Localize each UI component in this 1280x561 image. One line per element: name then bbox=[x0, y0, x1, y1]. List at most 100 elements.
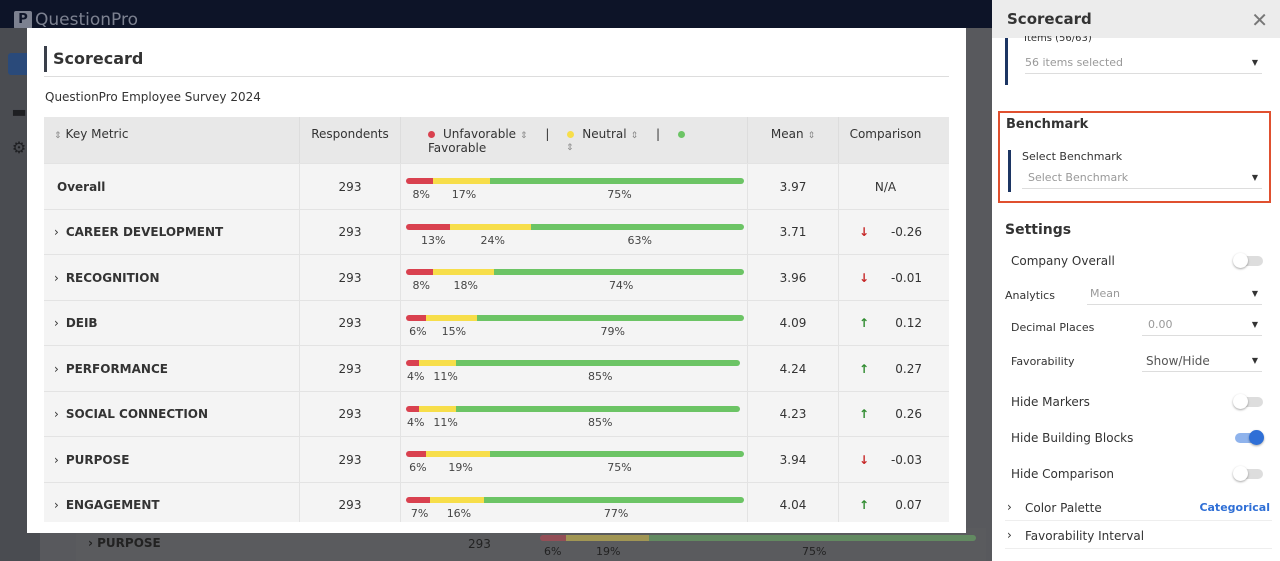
background-row: › PURPOSE 293 6% 19% 75% bbox=[76, 528, 986, 561]
favorable-label: 85% bbox=[588, 415, 613, 429]
unfavorable-label: 7% bbox=[410, 506, 429, 520]
unfavorable-dot-icon bbox=[428, 131, 435, 138]
table-row[interactable]: › CAREER DEVELOPMENT 293 13% 24% 63% 3.71… bbox=[44, 208, 949, 255]
table-row[interactable]: › SOCIAL CONNECTION 293 4% 11% 85% 4.23 ↑… bbox=[44, 390, 949, 437]
favorability-interval-label: Favorability Interval bbox=[1025, 529, 1145, 543]
favorability-interval-row[interactable]: › Favorability Interval bbox=[1005, 524, 1272, 549]
table-row[interactable]: › RECOGNITION 293 8% 18% 74% 3.96 ↓ -0.01 bbox=[44, 254, 949, 300]
survey-name: QuestionPro Employee Survey 2024 bbox=[45, 90, 261, 104]
header-favorability[interactable]: Unfavorable ⇕ | Neutral ⇕ | Favorable ⇕ bbox=[401, 117, 748, 163]
items-label: Items (56/63) bbox=[1024, 36, 1092, 44]
bg-row-unf: 6% bbox=[544, 545, 562, 558]
separator: | bbox=[655, 127, 660, 141]
unfavorable-segment bbox=[406, 451, 427, 457]
caret-down-icon: ▼ bbox=[1251, 320, 1258, 329]
analytics-select[interactable]: Mean ▼ bbox=[1087, 283, 1262, 305]
header-key-metric[interactable]: ⇕ Key Metric bbox=[44, 117, 300, 163]
header-label: Respondents bbox=[311, 127, 389, 141]
unfavorable-label: 4% bbox=[407, 415, 425, 429]
mean-value: 4.09 bbox=[779, 316, 807, 330]
dashboard-icon[interactable] bbox=[8, 53, 30, 75]
favorability-cell: 8% 17% 75% bbox=[401, 164, 748, 209]
metric-name: Overall bbox=[57, 179, 106, 194]
color-palette-value[interactable]: Categorical bbox=[1199, 501, 1270, 514]
favorability-select[interactable]: Show/Hide ▼ bbox=[1142, 350, 1262, 372]
respondents-value: 293 bbox=[338, 498, 362, 512]
table-row[interactable]: › PURPOSE 293 6% 19% 75% 3.94 ↓ -0.03 bbox=[44, 436, 949, 482]
panel-title: Scorecard bbox=[1007, 10, 1092, 28]
unfavorable-segment bbox=[406, 269, 434, 275]
sort-icon[interactable]: ⇕ bbox=[566, 143, 574, 153]
comparison-value: 0.12 bbox=[895, 316, 922, 330]
folder-icon[interactable]: ▬ bbox=[11, 102, 27, 121]
color-palette-row[interactable]: › Color Palette Categorical bbox=[1005, 496, 1272, 521]
table-row[interactable]: › DEIB 293 6% 15% 79% 4.09 ↑ 0.12 bbox=[44, 299, 949, 346]
chevron-right-icon[interactable]: › bbox=[54, 498, 59, 512]
arrow-down-icon: ↓ bbox=[859, 225, 870, 239]
app-logo[interactable]: P QuestionPro bbox=[14, 10, 138, 30]
chevron-right-icon[interactable]: › bbox=[54, 225, 59, 239]
favorability-bar bbox=[406, 405, 740, 412]
chevron-right-icon[interactable]: › bbox=[54, 452, 59, 467]
mean-value: 4.23 bbox=[779, 407, 807, 421]
neutral-label: 11% bbox=[433, 415, 458, 429]
bg-row-bar bbox=[540, 535, 976, 541]
accent-bar bbox=[1005, 38, 1008, 85]
hide-building-blocks-toggle[interactable] bbox=[1235, 430, 1264, 445]
metric-name: ENGAGEMENT bbox=[65, 498, 160, 512]
neutral-label: 17% bbox=[451, 188, 477, 201]
favorability-cell: 13% 24% 63% bbox=[401, 209, 748, 255]
hide-comparison-toggle[interactable] bbox=[1233, 466, 1263, 481]
sort-icon[interactable]: ⇕ bbox=[54, 131, 62, 141]
favorable-label: 77% bbox=[603, 506, 629, 520]
metric-name: RECOGNITION bbox=[65, 270, 160, 285]
metric-name: CAREER DEVELOPMENT bbox=[65, 225, 224, 239]
chevron-right-icon[interactable]: › bbox=[54, 270, 59, 285]
comparison-value: -0.03 bbox=[890, 452, 922, 467]
logo-text: QuestionPro bbox=[35, 10, 139, 30]
scorecard-modal: Scorecard QuestionPro Employee Survey 20… bbox=[27, 28, 966, 533]
chevron-right-icon[interactable]: › bbox=[54, 316, 59, 330]
comparison-value: N/A bbox=[874, 179, 897, 194]
sort-icon[interactable]: ⇕ bbox=[630, 131, 639, 141]
mean-cell: 3.96 bbox=[748, 255, 839, 300]
benchmark-select[interactable]: Select Benchmark ▼ bbox=[1022, 167, 1262, 189]
company-overall-toggle[interactable] bbox=[1233, 253, 1263, 268]
gear-icon[interactable]: ⚙ bbox=[11, 138, 27, 157]
unfavorable-segment bbox=[406, 496, 430, 503]
mean-cell: 4.24 bbox=[748, 346, 839, 391]
respondents-cell: 293 bbox=[300, 391, 401, 437]
analytics-label: Analytics bbox=[1005, 289, 1055, 302]
items-select[interactable]: 56 items selected ▼ bbox=[1025, 52, 1262, 74]
sort-icon[interactable]: ⇕ bbox=[807, 131, 816, 141]
hide-building-blocks-label: Hide Building Blocks bbox=[1011, 431, 1134, 445]
separator: | bbox=[545, 127, 550, 141]
favorable-label: 85% bbox=[588, 370, 613, 383]
favorable-label: 63% bbox=[627, 233, 652, 247]
header-respondents: Respondents bbox=[300, 117, 401, 163]
decimal-select[interactable]: 0.00 ▼ bbox=[1142, 314, 1262, 336]
table-row[interactable]: › PERFORMANCE 293 4% 11% 85% 4.24 ↑ 0.27 bbox=[44, 345, 949, 391]
bg-row-fav: 75% bbox=[802, 545, 827, 558]
favorable-segment bbox=[483, 496, 744, 503]
hide-markers-toggle[interactable] bbox=[1233, 394, 1263, 409]
sort-icon[interactable]: ⇕ bbox=[520, 131, 528, 141]
unfavorable-segment bbox=[406, 360, 420, 366]
header-label: Key Metric bbox=[65, 127, 129, 141]
respondents-value: 293 bbox=[338, 316, 362, 330]
bg-row-respondents: 293 bbox=[468, 537, 491, 551]
favorability-cell: 4% 11% 85% bbox=[401, 346, 748, 391]
chevron-right-icon[interactable]: › bbox=[54, 361, 59, 376]
comparison-cell: ↑ 0.26 bbox=[839, 392, 932, 437]
comparison-cell: ↑ 0.12 bbox=[839, 301, 932, 346]
chevron-right-icon[interactable]: › bbox=[54, 407, 59, 421]
comparison-cell: ↓ -0.01 bbox=[839, 255, 932, 300]
table-row[interactable]: › ENGAGEMENT 293 7% 16% 77% 4.04 ↑ 0.07 bbox=[44, 481, 949, 522]
neutral-label: 18% bbox=[453, 279, 478, 292]
company-overall-label: Company Overall bbox=[1011, 254, 1115, 268]
neutral-segment bbox=[426, 314, 477, 321]
header-mean[interactable]: Mean ⇕ bbox=[748, 117, 839, 163]
close-icon[interactable]: ✕ bbox=[1251, 8, 1268, 32]
arrow-up-icon: ↑ bbox=[859, 407, 870, 421]
key-metric-cell: › DEIB bbox=[44, 300, 300, 346]
